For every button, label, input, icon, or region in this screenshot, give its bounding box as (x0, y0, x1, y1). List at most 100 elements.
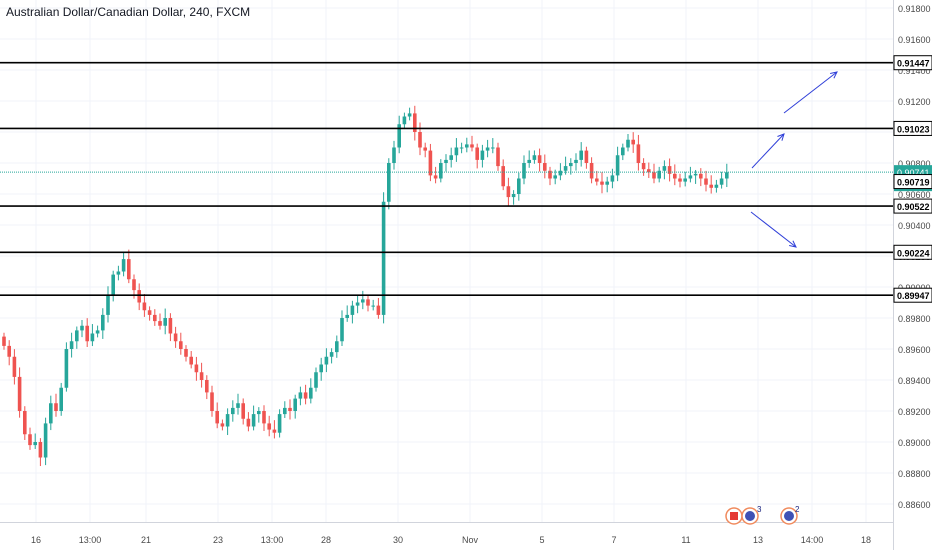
time-tick-label: Nov (462, 535, 479, 545)
candle-body (636, 144, 641, 163)
candle-body (574, 159, 578, 163)
time-tick-label: 13:00 (261, 535, 284, 545)
candle-body (688, 175, 693, 179)
price-tick-label: 0.89400 (898, 376, 931, 386)
candle-body (241, 403, 245, 419)
candle-body (111, 274, 115, 295)
candle-body (407, 113, 412, 117)
candle-body (158, 321, 162, 326)
candle-body (189, 356, 193, 365)
price-tick-label: 0.91400 (898, 66, 931, 76)
candle-body (355, 302, 360, 306)
candle-body (262, 411, 266, 424)
candle-body (439, 163, 443, 179)
candle-body (433, 175, 438, 179)
candle-body (54, 403, 58, 411)
candle-body (137, 290, 141, 303)
candle-body (631, 139, 635, 145)
trend-arrow-up-long-head (830, 71, 838, 79)
candle-body (194, 364, 199, 373)
candle-body (49, 403, 53, 424)
secondary-price-badge (893, 174, 932, 190)
candle-body (179, 341, 183, 349)
candle-body (714, 184, 719, 188)
candle-body (298, 392, 303, 399)
candle-body (673, 173, 677, 179)
canada-flag-mark (730, 512, 738, 520)
candle-body (418, 132, 422, 148)
candle-body (59, 387, 63, 411)
candle-body (579, 150, 583, 160)
time-tick-label: 13:00 (79, 535, 102, 545)
candle-body (293, 398, 297, 411)
candle-body (324, 356, 329, 365)
price-tick-label: 0.91200 (898, 97, 931, 107)
candle-body (600, 181, 604, 185)
time-tick-label: 5 (539, 535, 544, 545)
price-tick-label: 0.88600 (898, 500, 931, 510)
price-tick-label: 0.89800 (898, 314, 931, 324)
time-tick-label: 28 (321, 535, 331, 545)
candle-body (350, 305, 355, 315)
candle-body (584, 150, 589, 163)
candle-body (605, 181, 609, 185)
candle-body (501, 166, 505, 187)
event-count-badge: 3 (757, 505, 762, 514)
candle-body (491, 147, 495, 149)
candle-body (709, 184, 713, 188)
candle-body (615, 155, 620, 176)
candle-body (558, 170, 563, 176)
level-price-label: 0.90224 (897, 248, 930, 258)
candle-body (80, 325, 84, 331)
candle-body (267, 423, 271, 430)
candle-body (527, 159, 531, 163)
candle-body (2, 336, 6, 346)
candle-body (641, 163, 646, 170)
candle-body (121, 259, 126, 272)
price-tick-label: 0.90600 (898, 190, 931, 200)
candle-body (340, 318, 344, 342)
candle-body (569, 163, 573, 167)
time-tick-label: 7 (611, 535, 616, 545)
candle-body (210, 392, 214, 411)
candle-body (699, 173, 703, 179)
level-price-badge (893, 287, 932, 303)
trend-arrow-up-short-head (777, 133, 785, 141)
candle-body (475, 147, 479, 160)
candle-body (199, 372, 204, 380)
price-tick-label: 0.91600 (898, 35, 931, 45)
candle-body (12, 356, 17, 377)
candle-body (381, 201, 386, 315)
trend-arrow-down-head (789, 240, 797, 248)
candle-body (392, 147, 396, 163)
candle-body (225, 414, 230, 427)
time-tick-label: 13 (753, 535, 763, 545)
candle-body (511, 194, 516, 198)
candle-body (184, 349, 188, 357)
level-price-label: 0.89947 (897, 291, 930, 301)
candle-body (662, 166, 667, 171)
candle-body (75, 330, 79, 342)
event-count-badge: 2 (795, 505, 800, 514)
candle-body (444, 159, 448, 163)
level-price-badge (893, 198, 932, 214)
candle-body (205, 380, 209, 393)
candle-body (683, 178, 687, 182)
candle-body (43, 423, 48, 458)
candle-body (314, 372, 318, 388)
time-tick-label: 11 (681, 535, 690, 545)
time-tick-label: 16 (31, 535, 41, 545)
candle-body (621, 147, 625, 156)
candle-body (719, 178, 724, 185)
candle-body (657, 170, 661, 179)
candle-body (142, 302, 147, 311)
candle-body (496, 147, 500, 167)
candle-body (220, 423, 225, 427)
time-tick-label: 30 (393, 535, 403, 545)
candle-body (147, 310, 152, 315)
candle-body (725, 172, 729, 179)
candle-body (251, 414, 256, 427)
